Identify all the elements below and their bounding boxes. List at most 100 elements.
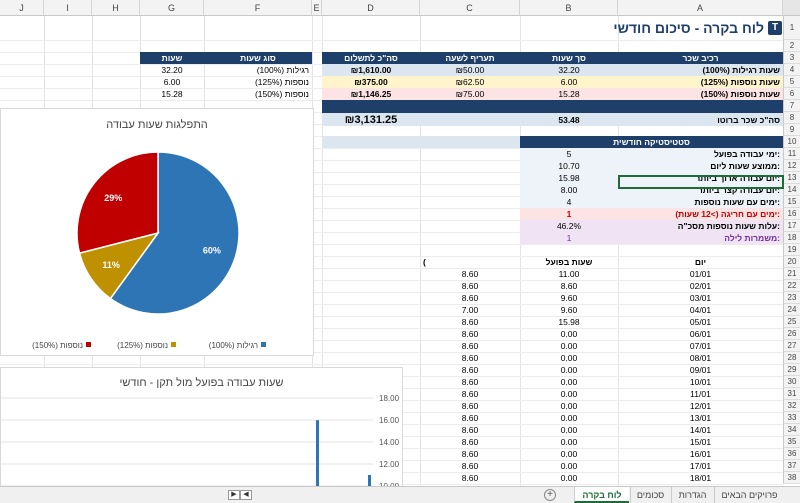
- tab-next-projects[interactable]: פרויקים הבאים: [714, 487, 784, 503]
- column-header-c[interactable]: C: [420, 0, 520, 16]
- column-header-b[interactable]: B: [520, 0, 618, 16]
- row-header-25[interactable]: 25: [783, 316, 800, 328]
- bar-ytick-label: 16.00: [379, 416, 400, 425]
- sheet-tab-bar: ▶ ◀ + לוח בקרה סכומים הגדרות פרויקים הבא…: [0, 486, 800, 503]
- row-header-33[interactable]: 33: [783, 412, 800, 424]
- daily-standard: 8.60: [461, 341, 479, 351]
- gridline-h: [0, 328, 783, 329]
- bar-mark[interactable]: [316, 420, 319, 488]
- row-header-35[interactable]: 35: [783, 436, 800, 448]
- pie-slice-label: 29%: [104, 193, 122, 203]
- pie-slice[interactable]: [109, 151, 240, 315]
- pie-chart-panel[interactable]: התפלגות שעות עבודה 60% 11% 29% רגילות (100%…: [0, 108, 314, 356]
- row-header-38[interactable]: 38: [783, 472, 800, 484]
- row-header-23[interactable]: 23: [783, 292, 800, 304]
- daily-actual: 0.00: [560, 461, 578, 471]
- pie-chart-title: התפלגות שעות עבודה: [106, 119, 208, 131]
- row-header-22[interactable]: 22: [783, 280, 800, 292]
- row-header-10[interactable]: 10: [783, 136, 800, 148]
- row-header-13[interactable]: 13: [783, 172, 800, 184]
- row-header-28[interactable]: 28: [783, 352, 800, 364]
- gridline-v: [420, 16, 421, 486]
- row-header-32[interactable]: 32: [783, 400, 800, 412]
- column-header-f[interactable]: F: [204, 0, 312, 16]
- row-header-19[interactable]: 19: [783, 244, 800, 256]
- row-header-27[interactable]: 27: [783, 340, 800, 352]
- daily-actual: 0.00: [560, 365, 578, 375]
- tab-settings[interactable]: הגדרות: [671, 487, 713, 503]
- row-header-30[interactable]: 30: [783, 376, 800, 388]
- add-sheet-icon[interactable]: +: [544, 489, 556, 501]
- column-header-g[interactable]: G: [140, 0, 204, 16]
- bar-mark[interactable]: [368, 475, 371, 488]
- row-header-6[interactable]: 6: [783, 88, 800, 100]
- daily-standard: 8.60: [461, 365, 479, 375]
- daily-actual: 0.00: [560, 389, 578, 399]
- row-header-7[interactable]: 7: [783, 100, 800, 112]
- gridline-h: [0, 280, 783, 281]
- tab-dashboard[interactable]: לוח בקרה: [574, 487, 629, 503]
- row-header-11[interactable]: 11: [783, 148, 800, 160]
- row-header-20[interactable]: 20: [783, 256, 800, 268]
- daily-standard: 8.60: [461, 269, 479, 279]
- bar-chart-panel[interactable]: שעות עבודה בפועל מול תקן - חודשי 18.00 16…: [0, 367, 403, 488]
- row-header-3[interactable]: 3: [783, 52, 800, 64]
- gross-total: ₪3,131.25: [322, 112, 420, 126]
- row-header-29[interactable]: 29: [783, 364, 800, 376]
- row-header-1[interactable]: 1: [783, 16, 800, 40]
- row-header-37[interactable]: 37: [783, 460, 800, 472]
- select-all-corner[interactable]: [783, 0, 800, 16]
- row-header-31[interactable]: 31: [783, 388, 800, 400]
- scroll-left-icon[interactable]: ◀: [240, 490, 252, 500]
- row-header-18[interactable]: 18: [783, 232, 800, 244]
- pie-slice[interactable]: [76, 151, 159, 255]
- row-header-21[interactable]: 21: [783, 268, 800, 280]
- daily-day: 01/01: [689, 269, 712, 279]
- stats-label: משמרות לילה:: [618, 232, 783, 244]
- summary-row-total: ₪375.00: [322, 76, 420, 88]
- column-header-i[interactable]: I: [44, 0, 92, 16]
- row-header-2[interactable]: 2: [783, 40, 800, 52]
- summary-row-rate: ₪50.00: [420, 64, 520, 76]
- daily-day: 05/01: [689, 317, 712, 327]
- daily-standard: 8.60: [461, 281, 479, 291]
- gridline-h: [0, 208, 783, 209]
- daily-day: 16/01: [689, 449, 712, 459]
- row-header-5[interactable]: 5: [783, 76, 800, 88]
- summary-separator-bar: [322, 100, 783, 112]
- daily-actual: 0.00: [560, 437, 578, 447]
- row-header-14[interactable]: 14: [783, 184, 800, 196]
- row-header-16[interactable]: 16: [783, 208, 800, 220]
- scroll-right-icon[interactable]: ▶: [228, 490, 240, 500]
- daily-day: 18/01: [689, 473, 712, 483]
- gridline-h: [0, 316, 783, 317]
- daily-day: 11/01: [690, 389, 711, 399]
- tab-totals[interactable]: סכומים: [630, 487, 670, 503]
- row-header-9[interactable]: 9: [783, 124, 800, 136]
- daily-actual: 0.00: [560, 377, 578, 387]
- row-header-15[interactable]: 15: [783, 196, 800, 208]
- summary-row-rate: ₪62.50: [420, 76, 520, 88]
- daily-day: 09/01: [689, 365, 712, 375]
- row-header-26[interactable]: 26: [783, 328, 800, 340]
- daily-day: 14/01: [689, 425, 712, 435]
- row-header-36[interactable]: 36: [783, 448, 800, 460]
- gridline-h: [0, 352, 783, 353]
- column-header-j[interactable]: J: [0, 0, 44, 16]
- row-header-8[interactable]: 8: [783, 112, 800, 124]
- hours-type-value: 15.28: [161, 89, 183, 99]
- gridline-h: [0, 196, 783, 197]
- row-header-34[interactable]: 34: [783, 424, 800, 436]
- row-header-4[interactable]: 4: [783, 64, 800, 76]
- active-cell-cursor: [618, 175, 784, 189]
- daily-standard: 8.60: [461, 437, 479, 447]
- row-header-17[interactable]: 17: [783, 220, 800, 232]
- column-header-e[interactable]: E: [312, 0, 322, 16]
- row-header-12[interactable]: 12: [783, 160, 800, 172]
- daily-actual: 0.00: [560, 329, 578, 339]
- gridline-h: [0, 160, 783, 161]
- column-header-a[interactable]: A: [618, 0, 783, 16]
- column-header-d[interactable]: D: [322, 0, 420, 16]
- row-header-24[interactable]: 24: [783, 304, 800, 316]
- column-header-h[interactable]: H: [92, 0, 140, 16]
